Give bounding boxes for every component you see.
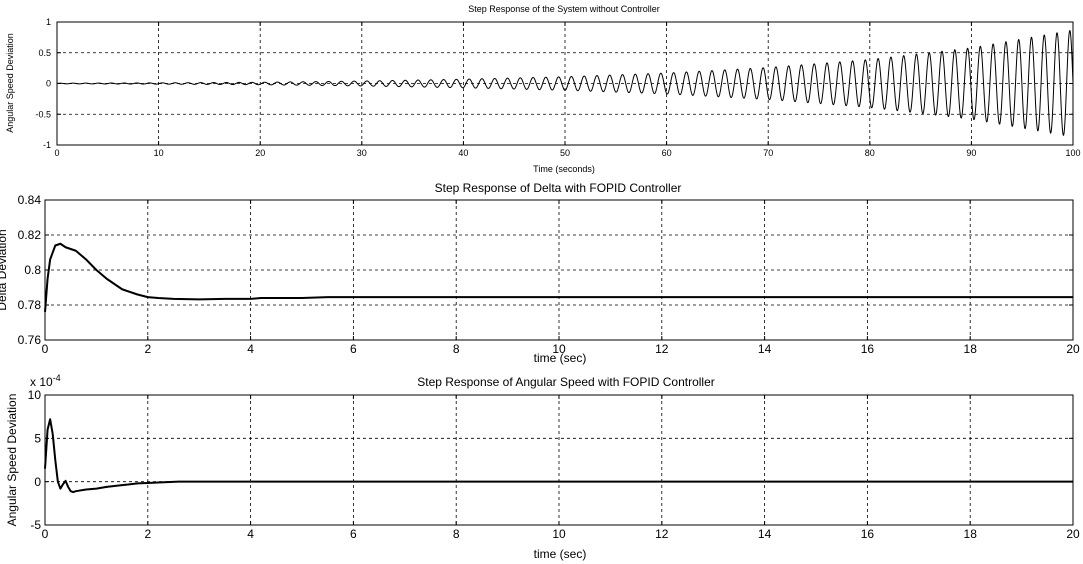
gridlines: [45, 395, 1073, 525]
series-layer: [44, 418, 1073, 494]
x-tick-label: 100: [1065, 148, 1080, 158]
panel-no-controller: Step Response of the System without Cont…: [5, 4, 1081, 174]
x-tick-label: 8: [453, 342, 460, 356]
y-axis-label: Angular Speed Deviation: [5, 394, 19, 527]
chart-title: Step Response of Delta with FOPID Contro…: [435, 181, 682, 195]
x-tick-label: 20: [255, 148, 265, 158]
panel-angular-speed-fopid: Step Response of Angular Speed with FOPI…: [5, 373, 1080, 561]
y-tick-label: -5: [30, 518, 41, 532]
y-tick-label: -0.5: [35, 109, 51, 119]
gridlines: [57, 22, 1073, 145]
y-scale-base: x 10: [30, 375, 53, 389]
x-tick-label: 90: [966, 148, 976, 158]
y-tick-label: 0.84: [18, 193, 42, 207]
series-line: [56, 30, 1074, 136]
panel-delta-fopid: Step Response of Delta with FOPID Contro…: [0, 181, 1080, 365]
x-tick-label: 14: [758, 527, 772, 541]
y-tick-label: 5: [34, 432, 41, 446]
x-tick-label: 8: [453, 527, 460, 541]
x-tick-label: 2: [144, 527, 151, 541]
x-tick-label: 0: [54, 148, 59, 158]
x-tick-label: 20: [1066, 527, 1080, 541]
series-line: [44, 418, 1073, 494]
y-axis-label: Angular Speed Deviation: [5, 33, 15, 133]
y-scale-label: x 10-4: [30, 373, 61, 389]
y-tick-label: 0.78: [18, 298, 42, 312]
y-tick-label: 0: [34, 475, 41, 489]
x-axis-label: time (sec): [534, 351, 587, 365]
x-tick-label: 6: [350, 527, 357, 541]
y-scale-exponent: -4: [53, 373, 61, 383]
chart-title: Step Response of Angular Speed with FOPI…: [417, 375, 715, 389]
y-tick-label: 0.5: [38, 48, 51, 58]
x-tick-label: 2: [144, 342, 151, 356]
y-tick-label: 0: [46, 79, 51, 89]
x-tick-label: 50: [560, 148, 570, 158]
x-tick-label: 40: [458, 148, 468, 158]
x-tick-label: 16: [861, 342, 875, 356]
x-tick-label: 18: [964, 342, 978, 356]
series-line: [44, 242, 1073, 313]
y-tick-label: 0.82: [18, 228, 42, 242]
x-tick-label: 14: [758, 342, 772, 356]
x-axis-label: time (sec): [534, 547, 587, 561]
y-tick-label: 10: [28, 388, 42, 402]
y-tick-label: 0.76: [18, 333, 42, 347]
series-layer: [56, 30, 1074, 136]
x-axis-label: Time (seconds): [533, 164, 595, 174]
series-layer: [44, 242, 1073, 313]
x-tick-label: 60: [662, 148, 672, 158]
x-tick-label: 0: [42, 527, 49, 541]
tick-labels: 0 2 4 6 8 10 12 14 16 18 20 0.76 0.78 0.8 0.82 0.84: [18, 193, 1080, 356]
x-tick-label: 70: [763, 148, 773, 158]
x-tick-label: 16: [861, 527, 875, 541]
chart-title: Step Response of the System without Cont…: [468, 4, 660, 14]
x-tick-label: 30: [357, 148, 367, 158]
x-tick-label: 4: [247, 527, 254, 541]
x-tick-label: 4: [247, 342, 254, 356]
y-axis-label: Delta Deviation: [0, 229, 9, 310]
gridlines: [45, 200, 1073, 340]
x-tick-label: 80: [865, 148, 875, 158]
x-tick-label: 18: [964, 527, 978, 541]
x-tick-label: 10: [552, 527, 566, 541]
x-tick-label: 10: [552, 342, 566, 356]
y-tick-label: -1: [43, 140, 51, 150]
x-tick-label: 20: [1066, 342, 1080, 356]
y-tick-label: 0.8: [24, 263, 41, 277]
x-tick-label: 12: [655, 342, 669, 356]
x-tick-label: 10: [154, 148, 164, 158]
x-tick-label: 12: [655, 527, 669, 541]
x-tick-label: 6: [350, 342, 357, 356]
tick-labels: 0 10 20 30 40 50 60 70 80 90 100 -1 -0.5 0 0.5 1: [35, 17, 1080, 158]
y-tick-label: 1: [46, 17, 51, 27]
x-tick-label: 0: [42, 342, 49, 356]
